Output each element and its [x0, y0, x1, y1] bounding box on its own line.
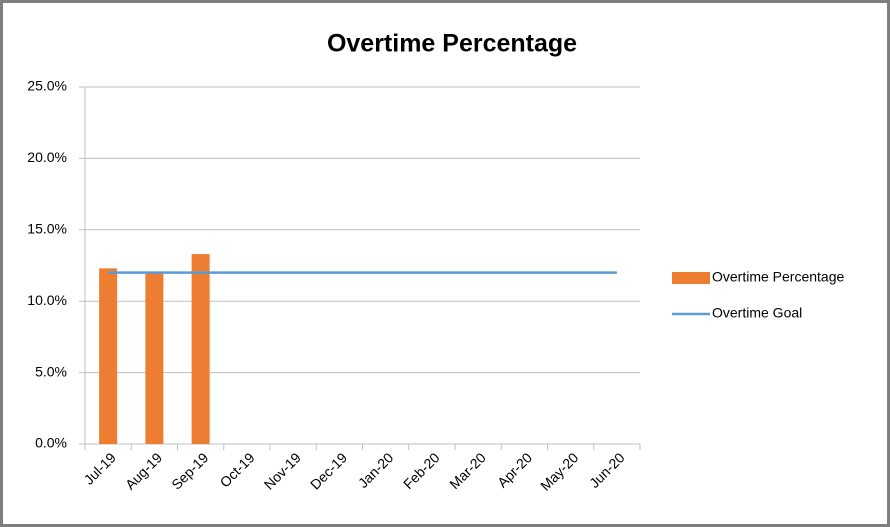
bar: [99, 268, 118, 444]
y-tick-label: 10.0%: [27, 292, 67, 308]
bar: [191, 254, 210, 444]
legend-label: Overtime Percentage: [712, 269, 844, 285]
bar: [145, 272, 164, 444]
y-tick-label: 15.0%: [27, 221, 67, 237]
legend-label: Overtime Goal: [712, 305, 802, 321]
y-tick-label: 0.0%: [35, 435, 67, 451]
y-tick-label: 20.0%: [27, 149, 67, 165]
y-tick-label: 25.0%: [27, 78, 67, 94]
chart-title: Overtime Percentage: [327, 30, 577, 58]
y-tick-label: 5.0%: [35, 363, 67, 379]
legend-swatch: [672, 272, 710, 284]
